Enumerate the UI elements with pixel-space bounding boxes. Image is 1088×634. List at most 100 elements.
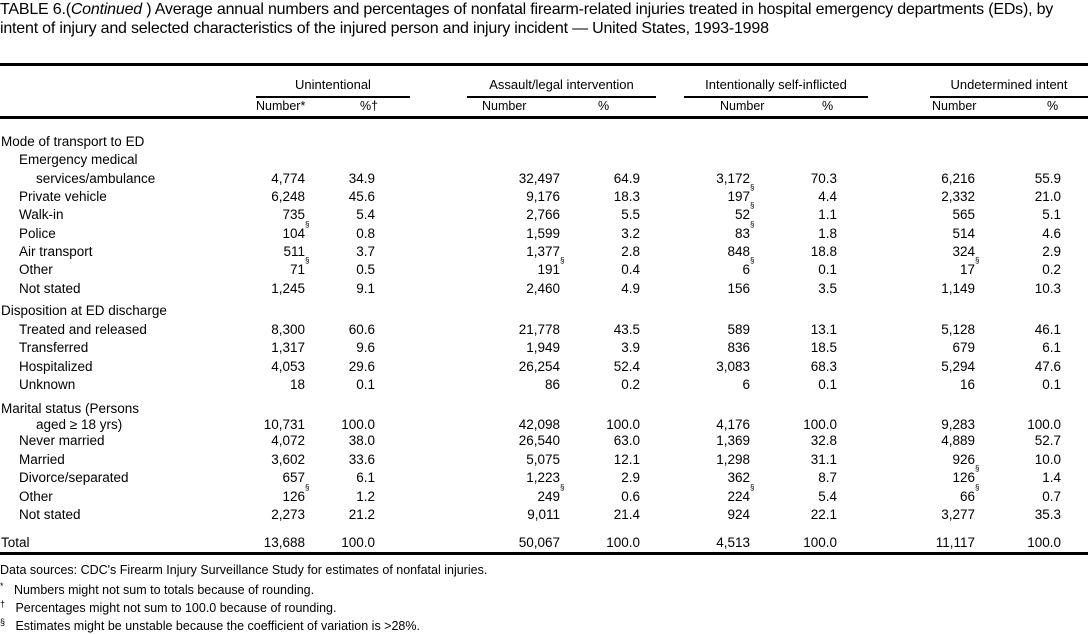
number-cell: 50,067 (518, 535, 560, 550)
number-cell: 1,317 (271, 340, 305, 355)
subheader-number: Number* (256, 99, 306, 113)
table-row: Private vehicle 6,248 45.6 9,176 18.3 197 § 4.4… (0, 184, 1088, 206)
number-cell: 1,149 (941, 281, 975, 296)
percent-cell: 0.2 (1042, 262, 1061, 277)
percent-cell: 0.1 (818, 377, 837, 392)
percent-cell: 0.1 (818, 262, 837, 277)
number-cell: 3,602 (271, 452, 305, 467)
percent-cell: 1.2 (356, 489, 375, 504)
number-cell: 8,300 (271, 322, 305, 337)
footnote-mark: † (0, 599, 6, 609)
number-cell: 2,273 (271, 507, 305, 522)
group-rule (256, 96, 410, 98)
group-header-assault: Assault/legal intervention (489, 77, 634, 92)
table-row: Unknown 18 0.1 86 0.2 6 0.1 16 0.1 (0, 376, 1088, 394)
row-label: Walk-in (19, 207, 64, 222)
number-cell: 16 (959, 377, 975, 392)
percent-cell: 5.1 (1042, 207, 1061, 222)
number-cell: 4,513 (716, 535, 750, 550)
number-cell: 3,277 (941, 507, 975, 522)
percent-cell: 0.5 (356, 262, 375, 277)
table-row: Other 71 § 0.5 191 § 0.4 6 § 0.1 17 § 0.2 (0, 256, 1088, 279)
percent-cell: 5.4 (356, 207, 375, 222)
unstable-estimate-mark: § (750, 220, 755, 229)
percent-cell: 55.9 (1034, 171, 1061, 186)
percent-cell: 3.2 (621, 226, 640, 241)
row-label: Other (19, 489, 53, 504)
number-cell: 848 (727, 244, 750, 259)
percent-cell: 3.9 (621, 340, 640, 355)
number-cell: 1,369 (716, 433, 750, 448)
number-cell: 83 § (734, 220, 755, 242)
number-cell: 3,172 (716, 171, 750, 186)
group-rule (930, 96, 1088, 98)
percent-cell: 63.0 (613, 433, 640, 448)
percent-cell: 5.5 (621, 207, 640, 222)
unstable-estimate-mark: § (750, 256, 755, 265)
subheader-number: Number (482, 99, 527, 113)
number-cell: 735 (282, 207, 305, 222)
header-rule (0, 116, 1088, 119)
number-cell: 6,248 (271, 189, 305, 204)
number-cell: 4,774 (271, 171, 305, 186)
number-cell: 126 § (952, 464, 980, 486)
number-cell: 32,497 (518, 171, 560, 186)
table-row: Air transport 511 3.7 1,377 2.8 848 18.8 324 2.9 (0, 243, 1088, 261)
percent-cell: 100.0 (1027, 535, 1061, 550)
percent-cell: 21.4 (613, 507, 640, 522)
subheader-percent: %† (360, 99, 379, 113)
row-label: Police (19, 226, 56, 241)
percent-cell: 100.0 (803, 417, 837, 432)
percent-cell: 29.6 (348, 359, 375, 374)
percent-cell: 0.1 (1042, 377, 1061, 392)
percent-cell: 64.9 (613, 171, 640, 186)
number-cell: 3,083 (716, 359, 750, 374)
percent-cell: 18.3 (613, 189, 640, 204)
percent-cell: 100.0 (341, 417, 375, 432)
table-row: Not stated 1,245 9.1 2,460 4.9 156 3.5 1,149 10.… (0, 280, 1088, 298)
percent-cell: 32.8 (810, 433, 837, 448)
percent-cell: 9.6 (356, 340, 375, 355)
number-cell: 10,731 (263, 417, 305, 432)
table-row: aged ≥ 18 yrs) 10,731 100.0 42,098 100.0 4,17… (0, 416, 1088, 434)
percent-cell: 100.0 (341, 535, 375, 550)
title-text: ) Average annual numbers and percentages… (0, 1, 1054, 37)
footnote: † Percentages might not sum to 100.0 bec… (0, 599, 336, 615)
percent-cell: 2.8 (621, 244, 640, 259)
number-cell: 42,098 (518, 417, 560, 432)
percent-cell: 6.1 (356, 470, 375, 485)
row-label: aged ≥ 18 yrs) (36, 417, 123, 432)
data-source-note: Data sources: CDC's Firearm Injury Surve… (0, 563, 488, 577)
table-row: Other 126 § 1.2 249 § 0.6 224 § 5.4 66 § 0.7 (0, 484, 1088, 506)
number-cell: 6,216 (941, 171, 975, 186)
unstable-estimate-mark: § (560, 256, 565, 265)
unstable-estimate-mark: § (750, 483, 755, 492)
percent-cell: 45.6 (348, 189, 375, 204)
row-label: Transferred (19, 340, 89, 355)
number-cell: 1,949 (526, 340, 560, 355)
percent-cell: 0.8 (356, 226, 375, 241)
table-row: Never married 4,072 38.0 26,540 63.0 1,369 32.… (0, 432, 1088, 450)
row-label: Divorce/separated (19, 470, 129, 485)
table-row: Transferred 1,317 9.6 1,949 3.9 836 18.5 679 6.1 (0, 339, 1088, 357)
top-rule (0, 63, 1088, 66)
footnote-text: Estimates might be unstable because the … (15, 619, 420, 634)
table-row: Total 13,688 100.0 50,067 100.0 4,513 100.0 11,… (0, 534, 1088, 552)
number-cell: 5,128 (941, 322, 975, 337)
bottom-rule (0, 552, 1088, 555)
group-rule (467, 96, 656, 98)
subheader-percent: % (1047, 99, 1059, 113)
unstable-estimate-mark: § (305, 256, 310, 265)
number-cell: 1,298 (716, 452, 750, 467)
percent-cell: 31.1 (810, 452, 837, 467)
number-cell: 191 § (537, 256, 565, 278)
percent-cell: 70.3 (810, 171, 837, 186)
table-row: Not stated 2,273 21.2 9,011 21.4 924 22.1 3,277… (0, 506, 1088, 524)
percent-cell: 100.0 (606, 535, 640, 550)
number-cell: 52 § (734, 201, 755, 223)
percent-cell: 38.0 (348, 433, 375, 448)
percent-cell: 10.3 (1034, 281, 1061, 296)
percent-cell: 13.1 (810, 322, 837, 337)
table-row: Disposition at ED discharge (0, 302, 1088, 320)
percent-cell: 100.0 (606, 417, 640, 432)
